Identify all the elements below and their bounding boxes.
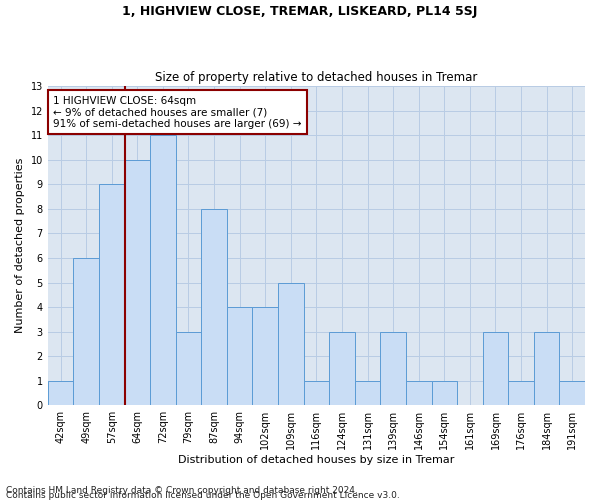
Bar [253,307,278,406]
Bar [201,209,227,406]
Text: 1, HIGHVIEW CLOSE, TREMAR, LISKEARD, PL14 5SJ: 1, HIGHVIEW CLOSE, TREMAR, LISKEARD, PL1… [122,5,478,18]
Bar [380,332,406,406]
Bar [125,160,150,406]
Y-axis label: Number of detached properties: Number of detached properties [15,158,25,334]
Bar [329,332,355,406]
Bar [99,184,125,406]
Bar [150,135,176,406]
Title: Size of property relative to detached houses in Tremar: Size of property relative to detached ho… [155,70,478,84]
Bar [278,282,304,406]
Bar [559,381,585,406]
Text: Contains public sector information licensed under the Open Government Licence v3: Contains public sector information licen… [6,491,400,500]
Bar [482,332,508,406]
Bar [176,332,201,406]
Bar [534,332,559,406]
X-axis label: Distribution of detached houses by size in Tremar: Distribution of detached houses by size … [178,455,455,465]
Bar [304,381,329,406]
Bar [73,258,99,406]
Bar [48,381,73,406]
Bar [227,307,253,406]
Bar [406,381,431,406]
Bar [355,381,380,406]
Text: 1 HIGHVIEW CLOSE: 64sqm
← 9% of detached houses are smaller (7)
91% of semi-deta: 1 HIGHVIEW CLOSE: 64sqm ← 9% of detached… [53,96,302,129]
Bar [508,381,534,406]
Bar [431,381,457,406]
Text: Contains HM Land Registry data © Crown copyright and database right 2024.: Contains HM Land Registry data © Crown c… [6,486,358,495]
